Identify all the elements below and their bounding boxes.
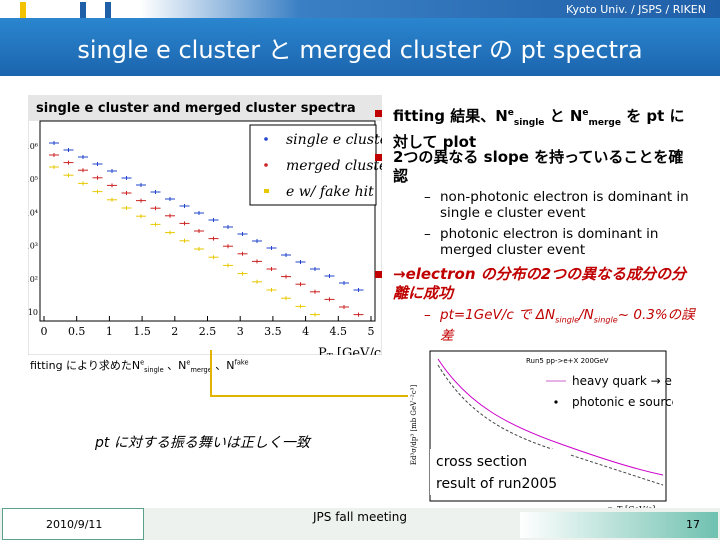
y-tick-label: 10: [28, 308, 38, 317]
y-tick-label: 10³: [28, 242, 38, 251]
title-bar: [0, 18, 720, 76]
logo-bar: [105, 2, 111, 18]
legend-marker: [264, 189, 269, 193]
legend-marker: [264, 163, 268, 167]
x-axis-title: PT [GeV/c]: [318, 346, 382, 355]
footer-meeting: JPS fall meeting: [313, 510, 407, 524]
caption: cross section: [436, 454, 527, 470]
connector: [210, 350, 417, 397]
legend-label: single e cluster: [286, 132, 382, 148]
caption-bg: [430, 449, 570, 495]
logo-bar: [20, 2, 26, 18]
plot-title: single e cluster and merged cluster spec…: [36, 101, 356, 116]
x-tick-label: 1.5: [133, 325, 151, 338]
top-strip: [0, 0, 720, 18]
x-tick-label: 3: [237, 325, 244, 338]
legend-marker: [554, 400, 558, 404]
footer-ribbon: [520, 512, 718, 538]
logo-bar: [80, 2, 86, 18]
x-tick-label: 5: [368, 325, 375, 338]
bullet: fitting 結果、Nesingle と Nemerge を pt に対して …: [375, 104, 693, 152]
legend-label: heavy quark → e: [572, 374, 672, 388]
org: Kyoto Univ. / JSPS / RIKEN: [566, 3, 706, 16]
bullet: 2つの異なる slope を持っていることを確認: [375, 148, 693, 186]
sub-bullet: pt=1GeV/c で ΔNsingle/Nsingle~ 0.3%の誤差: [424, 307, 702, 344]
page-number: 17: [686, 518, 700, 531]
x-tick-label: 0.5: [68, 325, 86, 338]
x-tick-label: 2.5: [199, 325, 217, 338]
plot-title-bg: [28, 95, 382, 121]
right-plot: Ed³σ/dp³ [mb GeV⁻²c³] p_T [GeV/c] Run5 p…: [408, 345, 673, 517]
curve: [437, 358, 664, 476]
y-tick-label: 10⁴: [28, 208, 38, 217]
legend: [249, 124, 377, 206]
sub-bullet: photonic electron is dominant in merged …: [424, 226, 702, 258]
y-tick-label: 10⁶: [28, 142, 38, 151]
legend-label: e w/ fake hit: [286, 184, 374, 200]
legend-marker: [264, 137, 268, 141]
y-tick-label: 10²: [28, 275, 38, 284]
y-axis-title: Ed³σ/dp³ [mb GeV⁻²c³]: [410, 385, 418, 466]
x-tick-label: 4.5: [330, 325, 348, 338]
x-tick-label: 1: [106, 325, 113, 338]
x-tick-label: 2: [171, 325, 178, 338]
fit-note: fitting により求めたNesingle 、Nemerge 、Nfake: [30, 358, 249, 375]
arrow-note: pt に対する振る舞いは正しく一致: [95, 435, 310, 451]
slide-title: single e cluster と merged cluster の pt s…: [77, 36, 643, 64]
x-tick-label: 4: [302, 325, 309, 338]
y-tick-label: 10⁵: [28, 175, 38, 184]
legend-label: photonic e sources: [572, 395, 673, 409]
x-tick-label: 3.5: [264, 325, 282, 338]
footer-date: 2010/9/11: [46, 518, 103, 531]
caption: result of run2005: [436, 476, 557, 492]
legend: [543, 367, 663, 415]
run-label: Run5 pp->e+X 200GeV: [526, 357, 609, 365]
bullet: →electron の分布の2つの異なる成分の分離に成功: [375, 265, 693, 303]
sub-bullet: non-photonic electron is dominant in sin…: [424, 189, 702, 221]
left-plot: single e cluster and merged cluster spec…: [28, 95, 382, 355]
legend-label: merged cluster: [286, 158, 382, 174]
footer-box: [2, 508, 144, 540]
x-tick-label: 0: [41, 325, 48, 338]
axes: [429, 350, 667, 502]
